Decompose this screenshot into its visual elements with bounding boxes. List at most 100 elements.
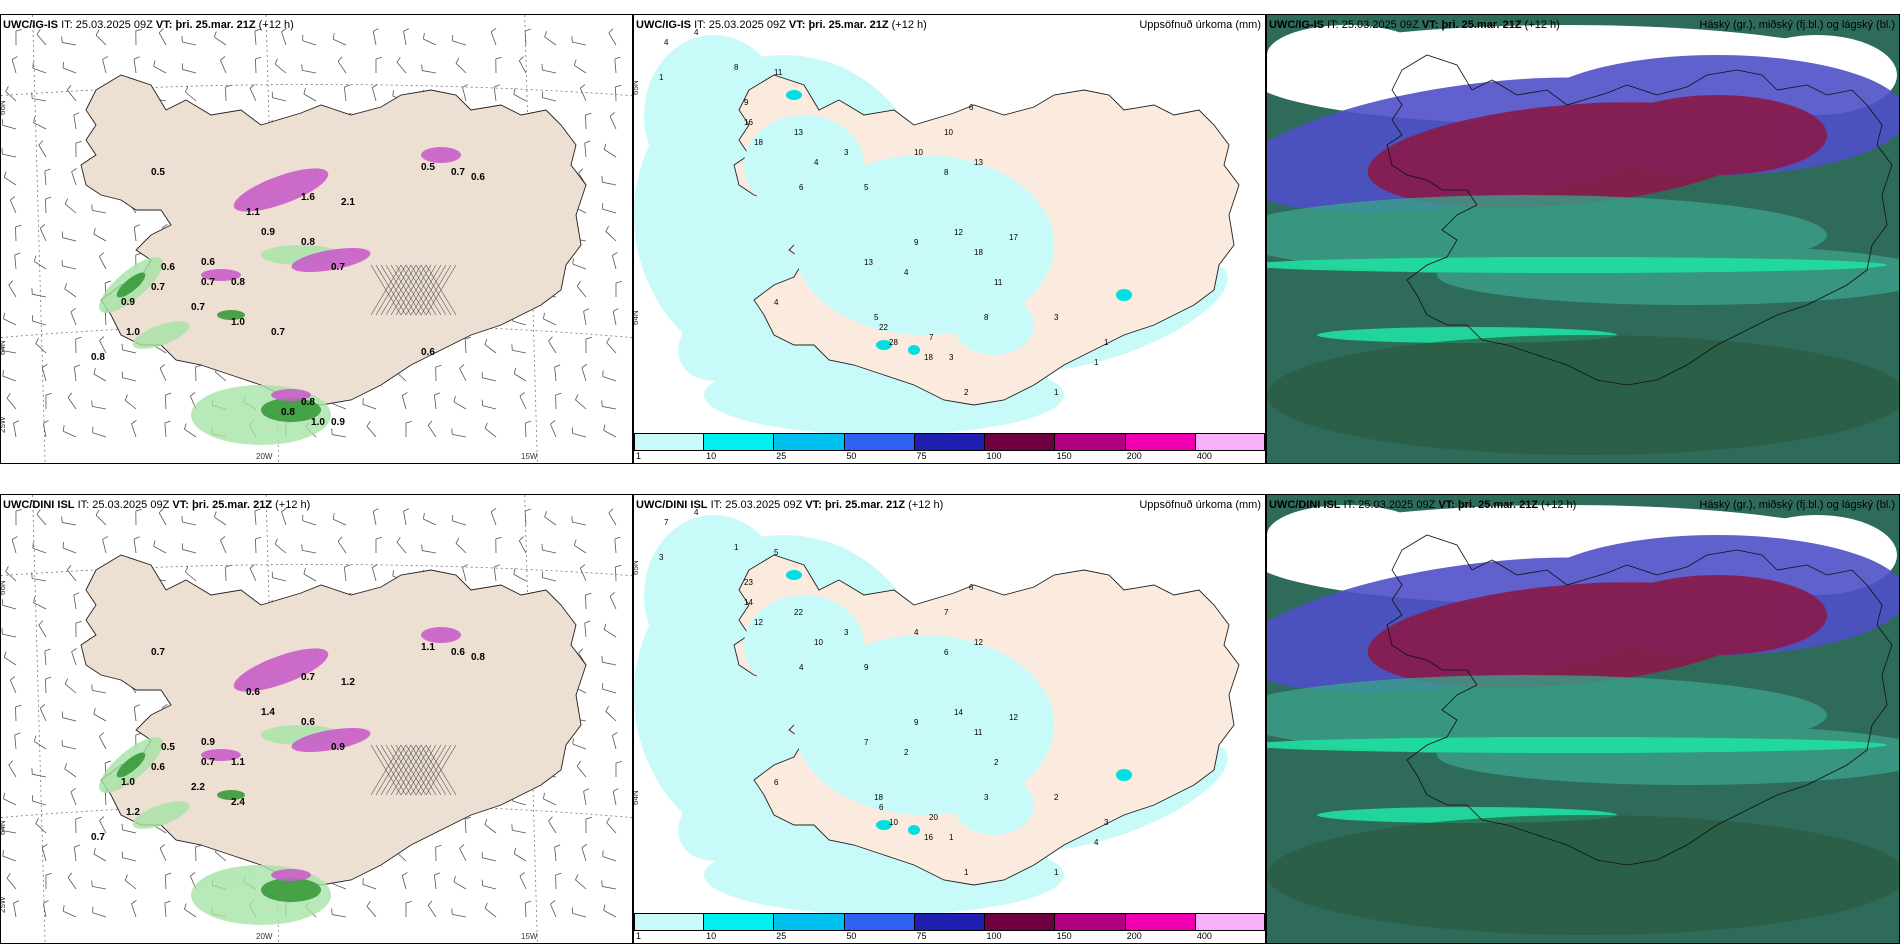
precip-amount-label: 3 — [1104, 818, 1109, 827]
header-it-value: 25.03.2025 09Z — [1358, 499, 1436, 511]
header-it-value: 25.03.2025 09Z — [725, 499, 803, 511]
precip-value-label: 1.0 — [231, 317, 245, 328]
precip-value-label: 1.0 — [311, 417, 325, 428]
latitude-label: 64N — [634, 310, 640, 325]
precip-value-label: 1.2 — [126, 807, 140, 818]
colorbar-segment — [985, 433, 1056, 451]
header-vt-value: þri. 25.mar. 21Z — [191, 499, 273, 511]
header-lead: (+12 h) — [891, 19, 927, 31]
high-cloud-maroon — [1367, 95, 1827, 208]
iceland-landmass — [80, 74, 587, 406]
precip-amount-label: 1 — [1054, 868, 1059, 877]
longitude-label: 15W — [521, 932, 538, 941]
dark-green-precip — [116, 752, 321, 902]
colorbar-segment — [1125, 913, 1196, 931]
colorbar-segment — [914, 913, 986, 931]
header-it-label: IT: — [710, 499, 723, 511]
precip-value-label: 0.6 — [246, 687, 260, 698]
precip-amount-label: 2 — [964, 388, 969, 397]
colorbar-segment — [844, 913, 915, 931]
precip-value-label: 0.5 — [161, 742, 175, 753]
latitude-label: 66N — [1, 100, 7, 115]
cyan-precip-max — [786, 90, 1132, 355]
precip-amount-label: 18 — [924, 353, 933, 362]
precip-value-label: 0.9 — [261, 227, 275, 238]
colorbar-segment — [634, 433, 705, 451]
panel-header: UWC/IG-IS IT: 25.03.2025 09Z VT: þri. 25… — [1269, 19, 1560, 31]
precip-amount-label: 7 — [864, 738, 869, 747]
header-it-value: 25.03.2025 09Z — [92, 499, 170, 511]
header-lead: (+12 h) — [1541, 499, 1577, 511]
precip-amount-label: 1 — [1054, 388, 1059, 397]
header-vt-value: þri. 25.mar. 21Z — [1441, 19, 1522, 31]
precip-amount-label: 1 — [734, 543, 739, 552]
precip-amount-label: 8 — [984, 313, 989, 322]
precip-value-label: 0.6 — [421, 347, 435, 358]
precip-value-label: 2.4 — [231, 797, 245, 808]
colorbar-ticks: 1 10 25 50 75 100 150 200 400 — [634, 451, 1265, 463]
header-it-label: IT: — [77, 499, 90, 511]
colorbar-segment — [1195, 913, 1265, 931]
colorbar-tick-label: 10 — [706, 451, 717, 461]
precip-value-label: 0.8 — [91, 352, 105, 363]
header-model: UWC/DINI ISL — [1269, 499, 1341, 511]
colorbar-segment — [1195, 433, 1265, 451]
map-canvas: 4418111618139463510813610121718119132228… — [634, 15, 1265, 463]
header-lead: (+12 h) — [908, 499, 944, 511]
precip-value-label: 1.4 — [261, 707, 275, 718]
precip-amount-label: 4 — [774, 298, 779, 307]
header-it-value: 25.03.2025 09Z — [1341, 19, 1419, 31]
precip-value-label: 0.9 — [331, 417, 345, 428]
panel-header: UWC/IG-IS IT: 25.03.2025 09Z VT: þri. 25… — [636, 19, 927, 31]
latitude-label: 66N — [1, 580, 7, 595]
precip-amount-label: 12 — [754, 618, 763, 627]
precip-value-label: 0.9 — [121, 297, 135, 308]
precip-value-label: 0.7 — [451, 167, 465, 178]
precip-amount-label: 4 — [1094, 838, 1099, 847]
precip-value-label: 0.7 — [151, 282, 165, 293]
header-it-label: IT: — [1327, 19, 1339, 31]
panel-right-title: Háský (gr.), miðský (fj.bl.) og lágský (… — [1699, 499, 1895, 511]
precip-value-label: 0.8 — [301, 397, 315, 408]
magenta-precip — [201, 147, 461, 401]
longitude-label: 25W — [1, 896, 7, 913]
precip-amount-label: 13 — [974, 158, 983, 167]
map-canvas — [1267, 15, 1899, 463]
precip-amount-label: 6 — [879, 803, 884, 812]
map-canvas: 7431514122223104397612641412112976101620… — [634, 495, 1265, 943]
colorbar-tick-label: 100 — [986, 451, 1002, 461]
precip-amount-label: 4 — [694, 508, 699, 517]
precip-amount-label: 17 — [1009, 233, 1018, 242]
precip-amount-label: 3 — [984, 793, 989, 802]
header-it-label: IT: — [61, 19, 73, 31]
hatched-area — [370, 744, 457, 796]
precip-amount-label: 12 — [974, 638, 983, 647]
precip-amount-label: 20 — [929, 813, 938, 822]
precip-amount-label: 11 — [774, 68, 783, 77]
iceland-outline — [1386, 54, 1893, 386]
precip-colorbar — [634, 913, 1265, 931]
precip-amount-label: 12 — [1009, 713, 1018, 722]
colorbar-segment — [914, 433, 986, 451]
header-vt-value: þri. 25.mar. 21Z — [175, 19, 256, 31]
longitude-label: 15W — [521, 452, 538, 461]
colorbar-tick-label: 25 — [776, 931, 787, 941]
precip-value-label: 0.5 — [421, 162, 435, 173]
precip-amount-label: 22 — [794, 608, 803, 617]
precip-value-label: 0.6 — [451, 647, 465, 658]
colorbar-segment — [985, 913, 1056, 931]
panel-dini-wind: UWC/DINI ISL IT: 25.03.2025 09Z VT: þri.… — [0, 494, 633, 944]
precip-amount-label: 1 — [964, 868, 969, 877]
precip-value-label: 1.6 — [301, 192, 315, 203]
precip-amount-label: 18 — [754, 138, 763, 147]
header-vt-label: VT: — [1421, 19, 1439, 31]
precip-amount-label: 3 — [1054, 313, 1059, 322]
colorbar-ticks: 1 10 25 50 75 100 150 200 400 — [634, 931, 1265, 943]
precip-value-label: 0.8 — [281, 407, 295, 418]
colorbar-tick-label: 200 — [1126, 931, 1142, 941]
precip-amount-label: 8 — [944, 168, 949, 177]
precip-amount-label: 5 — [774, 548, 779, 557]
panel-header: UWC/DINI ISL IT: 25.03.2025 09Z VT: þri.… — [1269, 499, 1576, 511]
precip-amount-label: 10 — [914, 148, 923, 157]
precip-amount-label: 2 — [904, 748, 909, 757]
